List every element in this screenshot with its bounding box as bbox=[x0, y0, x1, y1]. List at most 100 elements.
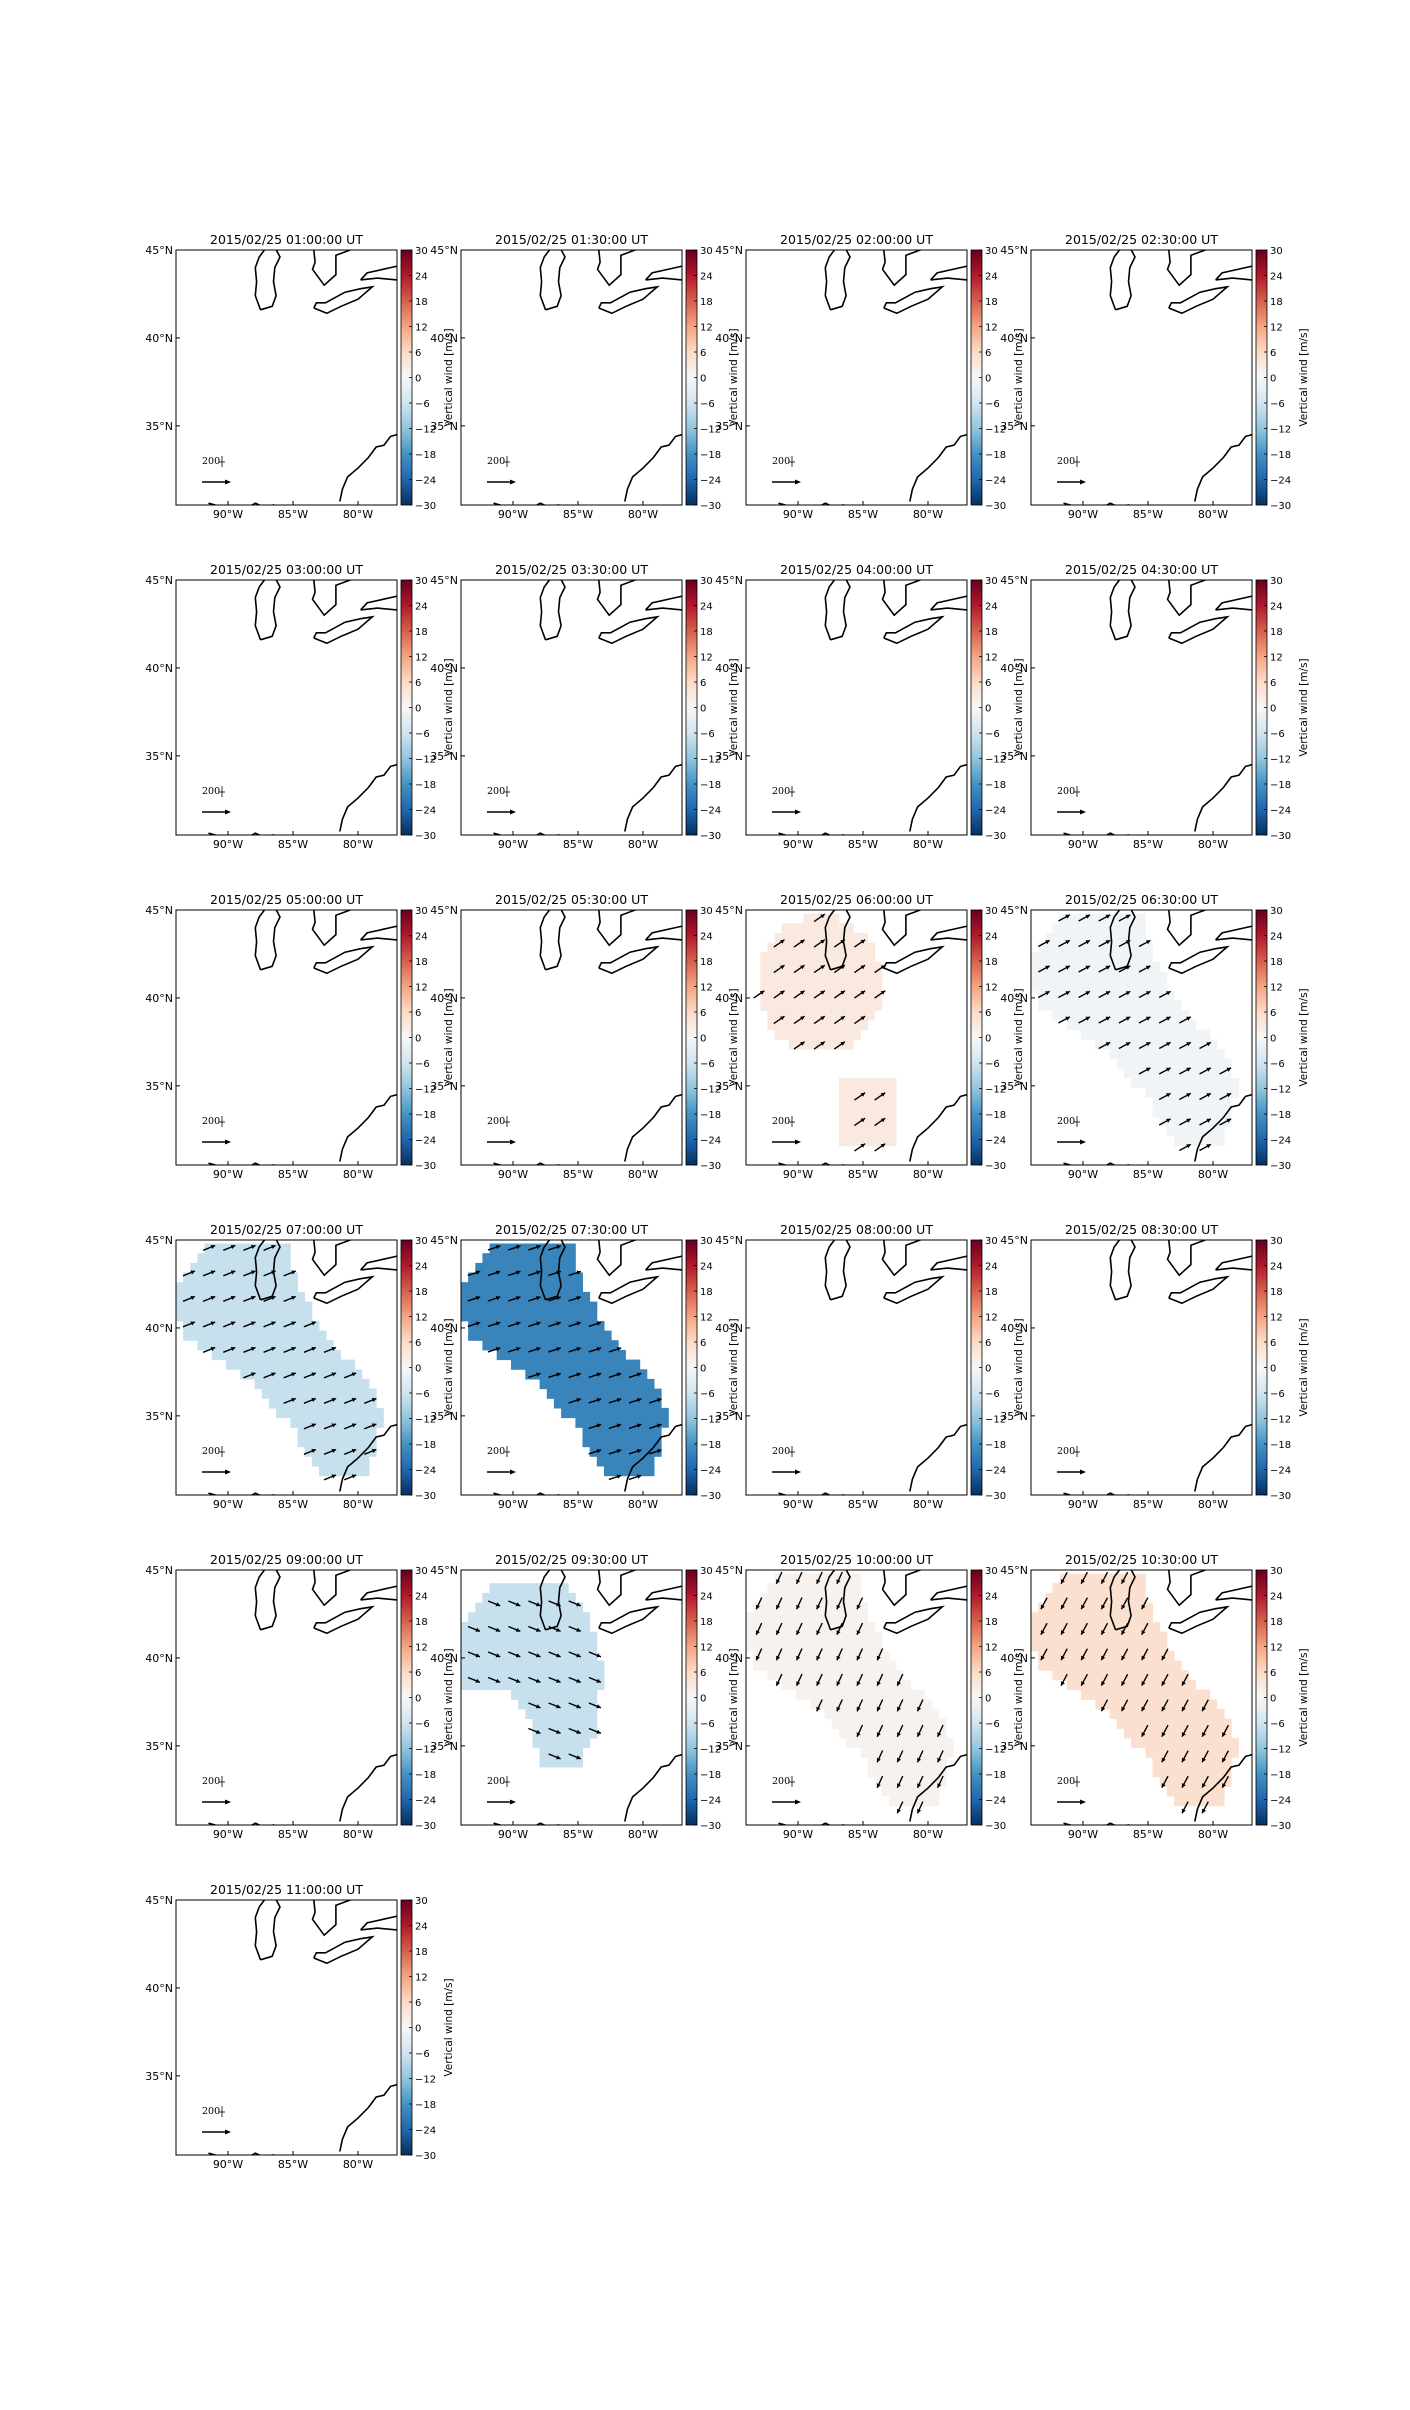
data-cell bbox=[261, 1340, 270, 1351]
data-cell bbox=[518, 1243, 526, 1254]
data-cell bbox=[268, 1253, 277, 1264]
data-cell bbox=[796, 981, 804, 992]
data-cell bbox=[226, 1262, 234, 1274]
data-cell bbox=[482, 1602, 490, 1613]
data-cell bbox=[1166, 1097, 1175, 1108]
data-cell bbox=[1059, 1641, 1068, 1652]
data-cell bbox=[197, 1282, 205, 1293]
data-cell bbox=[824, 1699, 833, 1710]
quiver-key: 200 bbox=[202, 2106, 231, 2135]
data-cell bbox=[276, 1407, 284, 1419]
quiver-key-label: 200 bbox=[1057, 786, 1075, 797]
coastline bbox=[598, 615, 660, 645]
data-cell bbox=[218, 1320, 227, 1332]
data-cell bbox=[1116, 1048, 1125, 1060]
data-cell bbox=[568, 1660, 576, 1671]
data-cell bbox=[767, 990, 775, 1002]
data-cell bbox=[311, 1446, 320, 1457]
data-cell bbox=[838, 1077, 847, 1089]
data-cell bbox=[503, 1253, 512, 1264]
data-cell bbox=[903, 1786, 911, 1797]
colorbar-label: Vertical wind [m/s] bbox=[1013, 658, 1025, 756]
data-cell bbox=[796, 971, 804, 982]
data-cell bbox=[846, 1077, 854, 1089]
data-cell bbox=[1209, 1767, 1218, 1778]
data-cell bbox=[361, 1407, 370, 1419]
colorbar-tick-label: −30 bbox=[985, 1161, 1006, 1172]
data-cell bbox=[461, 1660, 469, 1671]
data-cell bbox=[1088, 1573, 1096, 1584]
data-cell bbox=[1152, 1708, 1161, 1720]
data-cell bbox=[1181, 1077, 1189, 1089]
colorbar-tick-label: 30 bbox=[415, 1896, 428, 1907]
arrow-head bbox=[820, 965, 825, 970]
data-cell bbox=[261, 1262, 270, 1274]
data-cell bbox=[625, 1359, 633, 1370]
data-cell bbox=[297, 1427, 306, 1438]
data-cell bbox=[461, 1311, 469, 1322]
data-cell bbox=[1102, 1029, 1111, 1040]
coastline bbox=[909, 1093, 967, 1162]
arrow-head bbox=[1145, 1016, 1151, 1021]
arrow-head bbox=[495, 1627, 501, 1632]
data-cell bbox=[211, 1272, 220, 1283]
data-cell bbox=[553, 1340, 562, 1351]
arrow-head bbox=[1121, 1604, 1126, 1610]
data-cell bbox=[518, 1330, 526, 1341]
data-cell bbox=[767, 1592, 775, 1604]
data-cell bbox=[276, 1369, 284, 1380]
data-cell bbox=[297, 1320, 306, 1332]
data-cell bbox=[1209, 1077, 1218, 1089]
quiver-key-label: 200 bbox=[202, 786, 220, 797]
data-cell bbox=[632, 1378, 641, 1390]
coastline bbox=[930, 925, 967, 941]
arrow-head bbox=[897, 1783, 901, 1788]
data-cell bbox=[846, 1107, 854, 1118]
data-cell bbox=[589, 1718, 598, 1729]
arrow-head bbox=[1101, 1579, 1106, 1584]
colorbar-tick-label: 12 bbox=[700, 983, 713, 994]
data-cell bbox=[767, 1602, 775, 1613]
y-tick-label: 35°N bbox=[1000, 420, 1028, 433]
data-cell bbox=[268, 1301, 277, 1312]
data-cell bbox=[604, 1359, 612, 1370]
data-cell bbox=[838, 932, 847, 944]
quiver-key-label: 200 bbox=[487, 786, 505, 797]
data-cell bbox=[788, 1029, 797, 1040]
data-cell bbox=[539, 1262, 548, 1274]
panel-frame bbox=[1030, 909, 1253, 1166]
data-cell bbox=[1038, 971, 1046, 982]
data-cell bbox=[1174, 1039, 1182, 1050]
arrow-head bbox=[820, 914, 825, 919]
data-cell bbox=[639, 1437, 648, 1448]
arrow-head bbox=[291, 1270, 296, 1275]
x-tick-label: 85°W bbox=[278, 838, 308, 851]
data-cell bbox=[1116, 1583, 1125, 1594]
data-cell bbox=[810, 1699, 818, 1710]
data-cell bbox=[625, 1378, 633, 1390]
data-cell bbox=[1145, 1737, 1153, 1749]
y-tick-label: 45°N bbox=[715, 1564, 743, 1577]
data-cell bbox=[1174, 1767, 1182, 1778]
data-cell bbox=[1095, 990, 1103, 1002]
data-cell bbox=[1181, 1029, 1189, 1040]
colorbar-tick-label: −18 bbox=[700, 1110, 721, 1121]
data-cell bbox=[546, 1718, 555, 1729]
coastline bbox=[624, 1753, 682, 1822]
quiver-key-label: 200 bbox=[487, 1776, 505, 1787]
panel-title: 2015/02/25 05:30:00 UT bbox=[495, 892, 648, 907]
data-cell bbox=[1066, 1573, 1075, 1584]
data-cell bbox=[575, 1301, 583, 1312]
x-tick-label: 80°W bbox=[1198, 1168, 1228, 1181]
data-cell bbox=[532, 1262, 541, 1274]
colorbar-tick-label: 6 bbox=[700, 1668, 706, 1679]
coastline bbox=[883, 1275, 945, 1305]
data-cell bbox=[824, 1592, 833, 1604]
data-cell bbox=[1131, 1728, 1139, 1739]
coastline bbox=[360, 595, 397, 611]
data-cell bbox=[632, 1398, 641, 1409]
data-cell bbox=[774, 1019, 783, 1031]
y-tick-label: 40°N bbox=[715, 1652, 743, 1665]
data-cell bbox=[539, 1320, 548, 1332]
